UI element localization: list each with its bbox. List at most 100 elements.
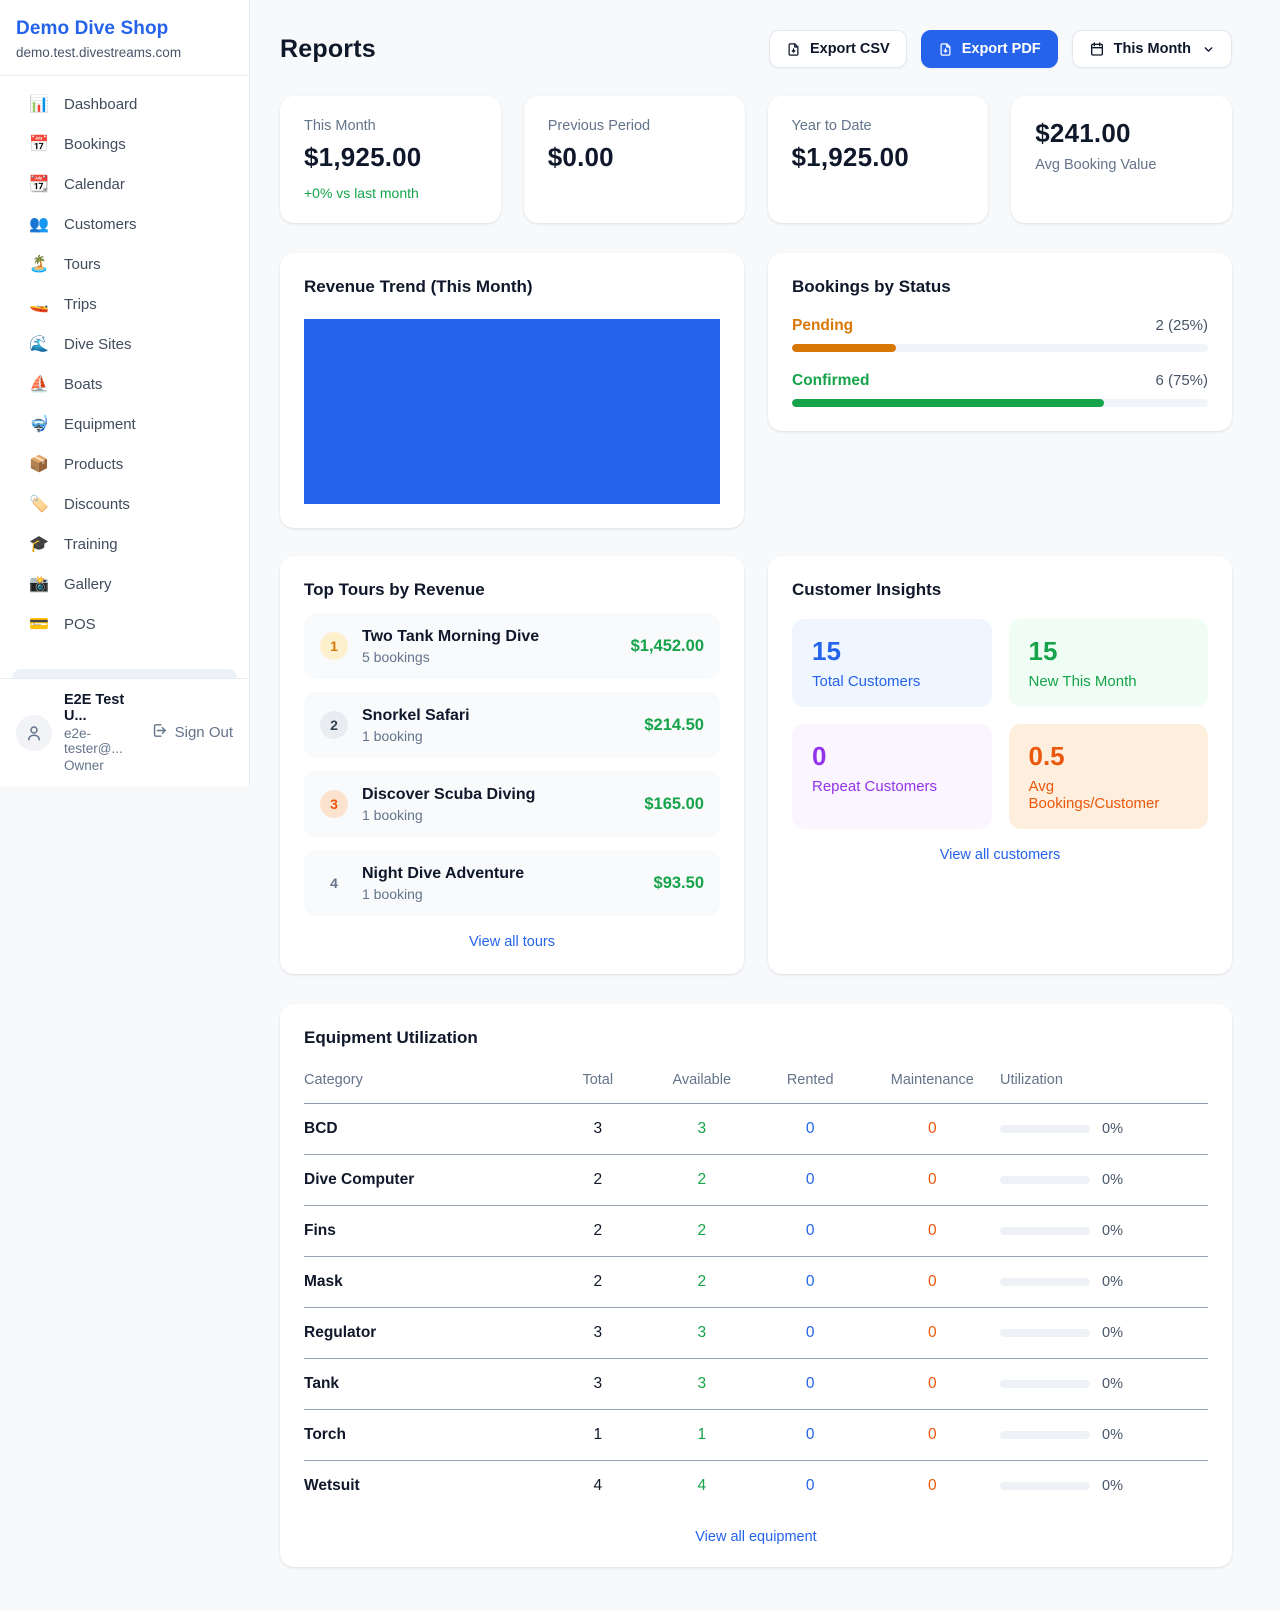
stat-label: Year to Date [791, 118, 872, 134]
cell-category: Mask [304, 1256, 549, 1308]
sidebar-item-products[interactable]: 📦 Products [12, 444, 237, 484]
cell-maintenance: 0 [864, 1307, 1001, 1359]
revenue-trend-title: Revenue Trend (This Month) [304, 277, 533, 296]
tour-info: Night Dive Adventure 1 booking [362, 865, 640, 902]
tour-name: Snorkel Safari [362, 706, 470, 724]
cell-total: 2 [548, 1154, 648, 1206]
cell-rented: 0 [755, 1205, 865, 1257]
stat-value: $1,925.00 [791, 142, 909, 172]
progress-fill-confirmed [792, 399, 1104, 407]
insight-tiles: 15 Total Customers 15 New This Month 0 R… [792, 619, 1208, 829]
cell-rented: 0 [755, 1358, 865, 1410]
stat-card-year-to-date: Year to Date $1,925.00 [767, 96, 989, 223]
page-title: Reports [280, 34, 376, 63]
utilization-bar [1000, 1380, 1091, 1388]
revenue-trend-chart [304, 319, 720, 504]
customer-insights-card: Customer Insights 15 Total Customers 15 … [768, 556, 1232, 974]
cell-maintenance: 0 [864, 1154, 1001, 1206]
sidebar-item-dive-sites[interactable]: 🌊 Dive Sites [12, 324, 237, 364]
rank-badge: 1 [320, 632, 348, 660]
pos-icon: 💳 [29, 616, 49, 633]
user-name: E2E Test U... [64, 692, 125, 724]
tour-row: 2 Snorkel Safari 1 booking $214.50 [304, 692, 720, 758]
view-all-customers-link[interactable]: View all customers [939, 847, 1061, 863]
sidebar-item-label: Training [64, 535, 118, 553]
cell-utilization: 0% [1000, 1205, 1208, 1257]
cell-rented: 0 [755, 1154, 865, 1206]
user-panel: E2E Test U... e2e-tester@... Owner Sign … [0, 678, 249, 786]
tile-total-customers: 15 Total Customers [792, 619, 992, 707]
utilization-bar [1000, 1431, 1091, 1439]
cell-rented: 0 [755, 1307, 865, 1359]
sidebar-item-label: Products [64, 455, 124, 473]
discounts-icon: 🏷️ [29, 496, 49, 513]
table-row: BCD 3 3 0 0 0% [304, 1103, 1208, 1155]
training-icon: 🎓 [29, 536, 49, 553]
stat-label: This Month [304, 118, 376, 134]
top-tours-title: Top Tours by Revenue [304, 580, 485, 599]
sidebar-item-trips[interactable]: 🚤 Trips [12, 284, 237, 324]
export-pdf-button[interactable]: Export PDF [920, 30, 1058, 68]
sidebar-item-gallery[interactable]: 📸 Gallery [12, 564, 237, 604]
utilization-bar [1000, 1278, 1091, 1286]
status-count: 6 (75%) [1155, 372, 1208, 389]
tour-row: 4 Night Dive Adventure 1 booking $93.50 [304, 850, 720, 916]
sidebar-item-discounts[interactable]: 🏷️ Discounts [12, 484, 237, 524]
stat-delta: +0% vs last month [304, 185, 419, 201]
tour-info: Two Tank Morning Dive 5 bookings [362, 628, 617, 665]
sidebar-item-dashboard[interactable]: 📊 Dashboard [12, 84, 237, 124]
sidebar-item-label: Tours [64, 255, 101, 273]
column-header-rented: Rented [755, 1062, 865, 1104]
sidebar-item-label: Discounts [64, 495, 130, 513]
tour-bookings: 1 booking [362, 727, 423, 744]
tour-row: 1 Two Tank Morning Dive 5 bookings $1,45… [304, 613, 720, 679]
tile-label: Total Customers [812, 673, 921, 690]
rank-badge: 3 [320, 790, 348, 818]
cell-available: 4 [697, 1477, 707, 1494]
sign-out-button[interactable]: Sign Out [151, 722, 233, 743]
cell-total: 2 [548, 1205, 648, 1257]
equipment-table: Category Total Available Rented Maintena… [304, 1062, 1208, 1511]
file-download-icon [786, 42, 801, 57]
tile-repeat-customers: 0 Repeat Customers [792, 724, 992, 829]
view-all-equipment-link[interactable]: View all equipment [695, 1529, 817, 1545]
tour-row: 3 Discover Scuba Diving 1 booking $165.0… [304, 771, 720, 837]
column-header-maintenance: Maintenance [864, 1062, 1001, 1104]
sign-out-label: Sign Out [174, 724, 233, 741]
sidebar-item-calendar[interactable]: 📆 Calendar [12, 164, 237, 204]
main-content: Reports Export CSV Export PDF This Month [250, 0, 1280, 1599]
utilization-bar [1000, 1482, 1091, 1490]
sidebar-item-tours[interactable]: 🏝️ Tours [12, 244, 237, 284]
cell-maintenance: 0 [864, 1103, 1001, 1155]
sidebar-item-label: Equipment [64, 415, 136, 433]
column-header-total: Total [548, 1062, 648, 1104]
sign-out-icon [151, 722, 168, 743]
user-meta: E2E Test U... e2e-tester@... Owner [64, 692, 139, 773]
tile-value: 0.5 [1028, 741, 1065, 771]
cell-total: 2 [548, 1256, 648, 1308]
stat-card-avg-booking-value: $241.00 Avg Booking Value [1011, 96, 1232, 223]
status-count: 2 (25%) [1155, 317, 1208, 334]
sidebar-item-equipment[interactable]: 🤿 Equipment [12, 404, 237, 444]
table-row: Wetsuit 4 4 0 0 0% [304, 1461, 1208, 1512]
tile-value: 0 [812, 741, 827, 771]
sidebar-item-bookings[interactable]: 📅 Bookings [12, 124, 237, 164]
export-csv-button[interactable]: Export CSV [768, 30, 907, 68]
period-dropdown[interactable]: This Month [1071, 30, 1232, 68]
sidebar-item-pos[interactable]: 💳 POS [12, 604, 237, 644]
cell-maintenance: 0 [864, 1358, 1001, 1410]
sidebar-item-active-partial[interactable] [12, 669, 237, 678]
tour-revenue: $165.00 [644, 794, 704, 813]
sidebar-item-training[interactable]: 🎓 Training [12, 524, 237, 564]
chevron-down-icon [1202, 43, 1215, 56]
utilization-percent: 0% [1102, 1223, 1124, 1239]
sidebar-item-customers[interactable]: 👥 Customers [12, 204, 237, 244]
tours-icon: 🏝️ [29, 256, 49, 273]
sidebar-item-boats[interactable]: ⛵ Boats [12, 364, 237, 404]
cell-category: Regulator [304, 1307, 549, 1359]
status-label: Confirmed [792, 372, 870, 389]
cell-category: Torch [304, 1409, 549, 1461]
tile-value: 15 [812, 636, 841, 666]
customer-insights-title: Customer Insights [792, 580, 942, 599]
view-all-tours-link[interactable]: View all tours [469, 934, 555, 950]
